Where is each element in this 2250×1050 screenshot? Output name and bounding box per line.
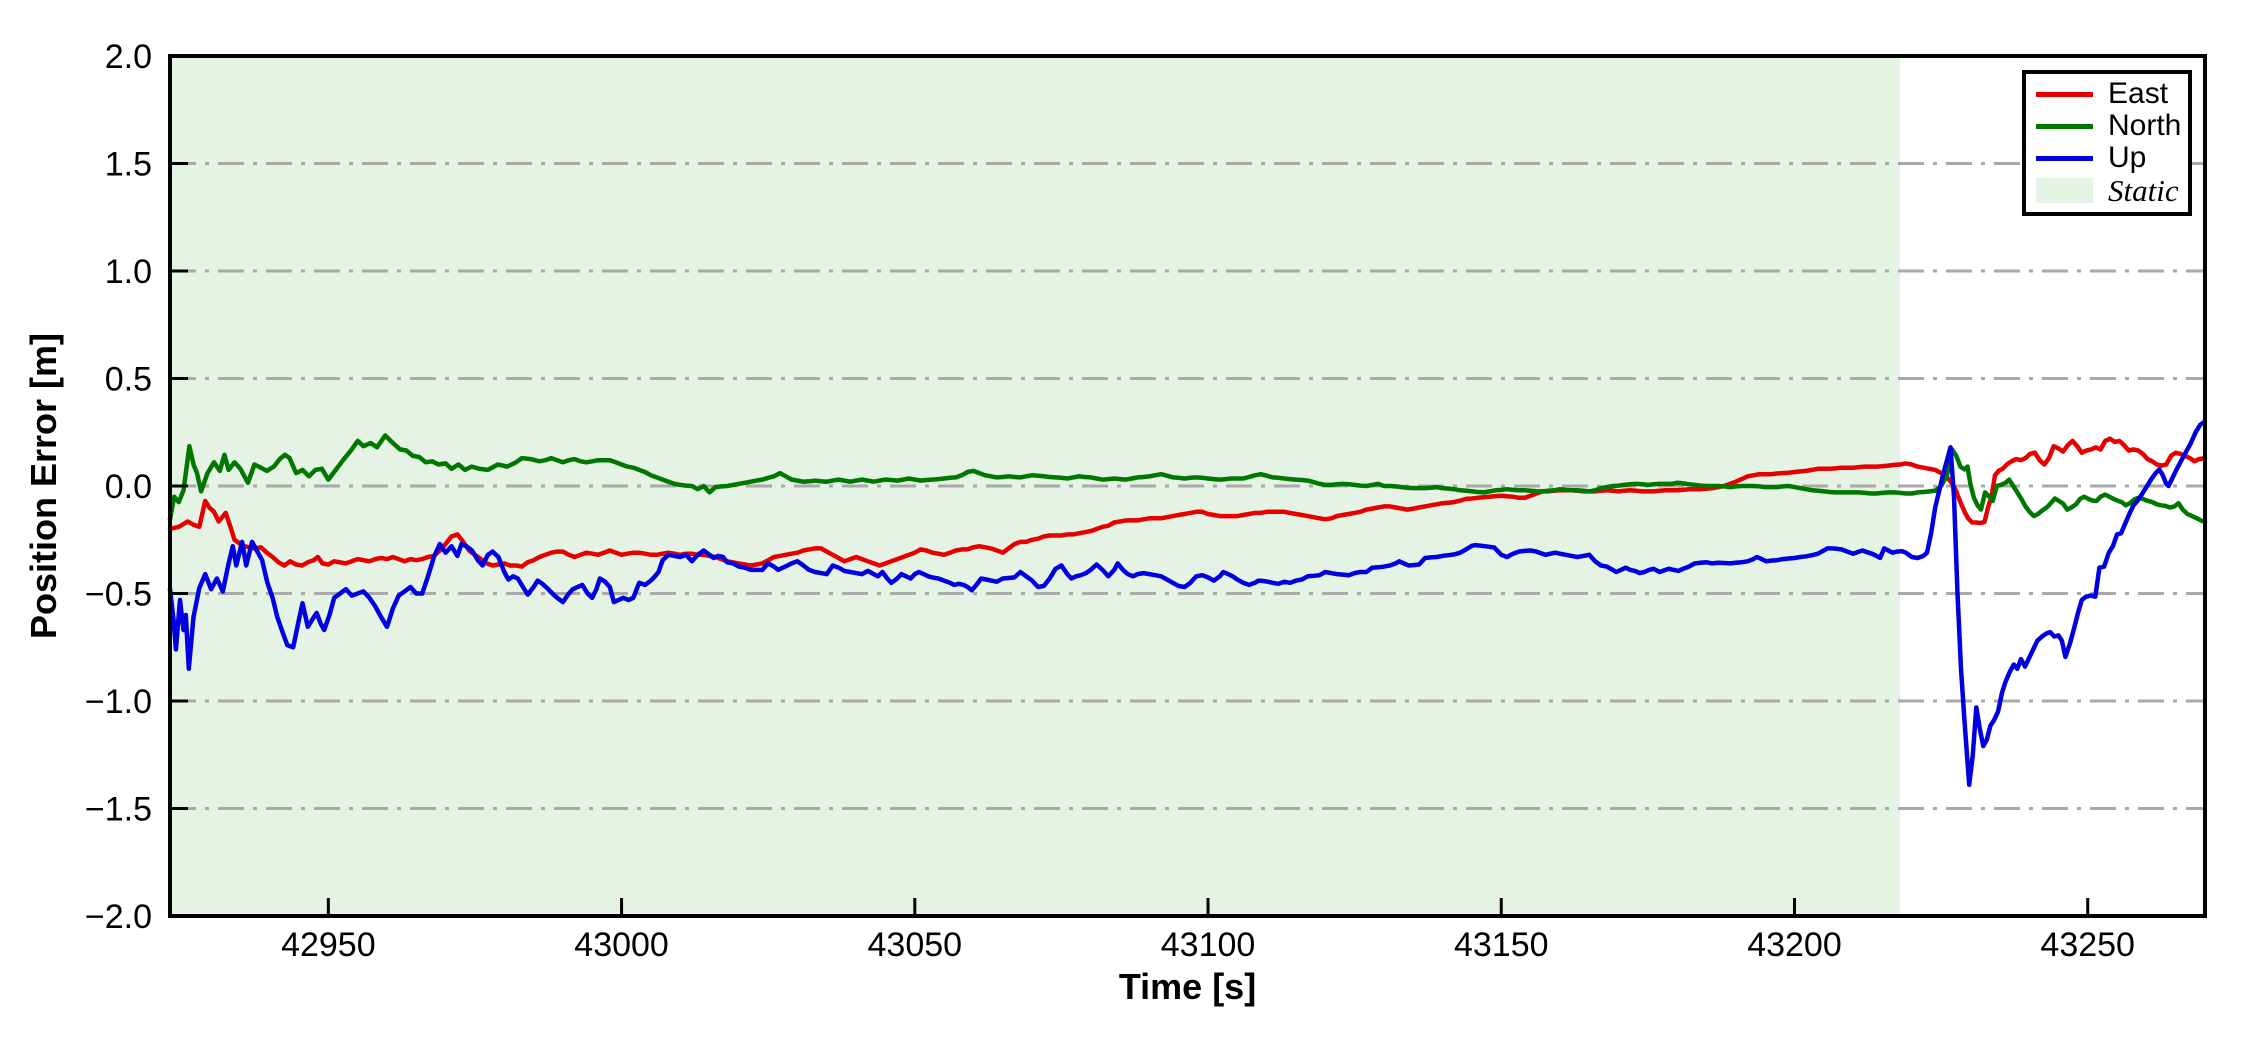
north-series-line	[167, 433, 2208, 525]
static-region-swatch	[2036, 177, 2093, 203]
legend-label-east: East	[2108, 77, 2169, 110]
y-tick-label: 1.0	[105, 253, 152, 291]
x-tick-label: 43250	[2040, 926, 2135, 964]
y-axis-label: Position Error [m]	[23, 332, 64, 640]
legend-label-static: Static	[2108, 172, 2179, 208]
x-tick-label: 43150	[1454, 926, 1549, 964]
x-tick-label: 42950	[281, 926, 376, 964]
y-tick-label: −0.5	[85, 576, 152, 614]
x-tick-label: 43100	[1161, 926, 1256, 964]
east-series-line	[167, 436, 2208, 569]
legend-item-up: Up	[2036, 142, 2178, 174]
legend: East North Up Static	[2022, 70, 2192, 216]
north-line-swatch	[2036, 123, 2093, 129]
legend-item-north: North	[2036, 109, 2182, 142]
legend-item-static: Static	[2036, 172, 2179, 208]
x-tick-label: 43200	[1747, 926, 1842, 964]
axes-spines	[168, 54, 2207, 918]
y-tick-label: 0.0	[105, 468, 152, 506]
x-tick-label: 43000	[574, 926, 669, 964]
x-tick-label: 43050	[868, 926, 963, 964]
y-tick-label: −1.5	[85, 791, 152, 829]
y-tick-label: 2.0	[105, 38, 152, 76]
up-line-swatch	[2036, 155, 2093, 161]
y-tick-label: 0.5	[105, 361, 152, 399]
y-tick-label: −2.0	[85, 898, 152, 936]
legend-item-east: East	[2036, 78, 2178, 110]
legend-label-up: Up	[2108, 141, 2147, 174]
east-line-swatch	[2036, 91, 2093, 97]
y-tick-label: 1.5	[105, 146, 152, 184]
x-axis-label: Time [s]	[1118, 966, 1257, 1007]
up-series-line	[167, 419, 2208, 788]
y-tick-label: −1.0	[85, 683, 152, 721]
legend-label-north: North	[2108, 109, 2182, 142]
